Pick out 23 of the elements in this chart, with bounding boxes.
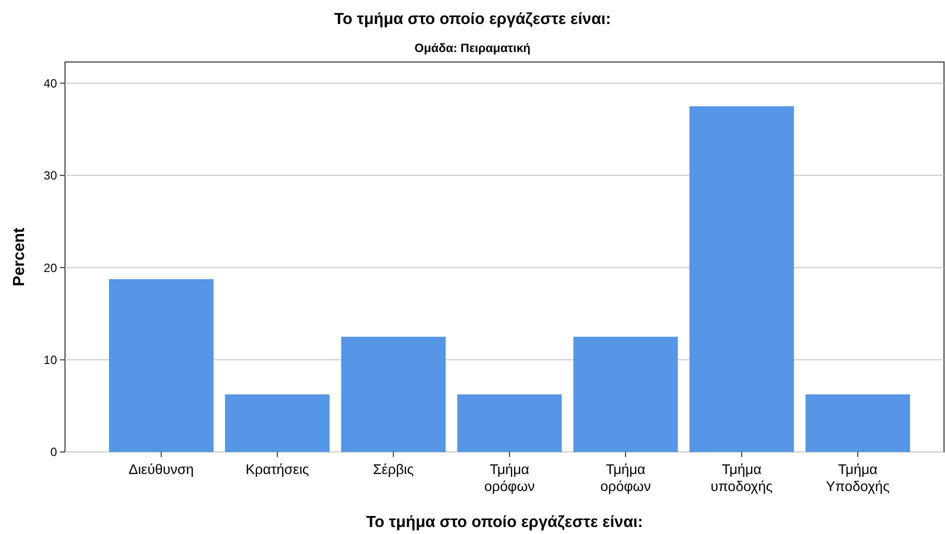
- chart-subtitle: Ομάδα: Πειραματική: [414, 41, 530, 55]
- bar: [573, 336, 678, 452]
- y-tick-label: 20: [44, 260, 58, 275]
- y-axis-title: Percent: [11, 226, 28, 286]
- x-tick-label: Σέρβις: [373, 461, 414, 477]
- y-tick-label: 0: [50, 445, 58, 460]
- chart-title: Το τμήμα στο οποίο εργάζεστε είναι:: [334, 11, 611, 28]
- bar: [225, 394, 330, 452]
- x-tick-label: Κρατήσεις: [246, 461, 310, 477]
- bar: [806, 394, 910, 452]
- bar: [689, 106, 794, 452]
- y-tick-label: 10: [44, 353, 58, 367]
- bar: [341, 336, 446, 452]
- bar: [457, 394, 562, 452]
- x-tick-label: Διεύθυνση: [128, 461, 194, 477]
- y-tick-label: 40: [44, 76, 58, 90]
- x-tick-label: Τμήμα ορόφων: [484, 461, 535, 494]
- x-tick-label: Τμήμα ορόφων: [600, 461, 651, 494]
- x-tick-label: Τμήμα Υποδοχής: [826, 461, 890, 494]
- x-tick-label: Τμήμα υποδοχής: [710, 461, 773, 494]
- bar: [109, 279, 214, 452]
- y-tick-label: 30: [44, 168, 58, 183]
- x-axis-title: Το τμήμα στο οποίο εργάζεστε είναι:: [366, 514, 643, 531]
